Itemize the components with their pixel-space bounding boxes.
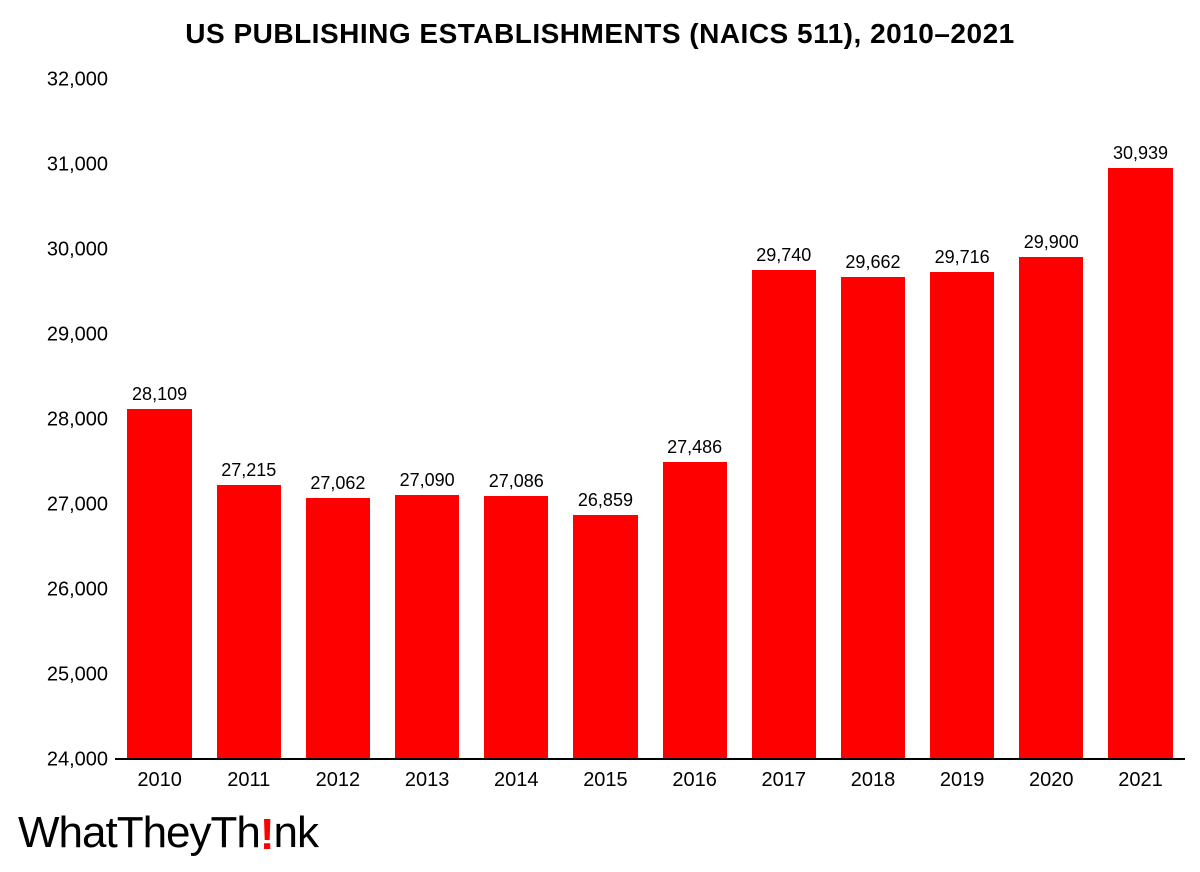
bar — [484, 496, 548, 758]
x-tick-label: 2013 — [405, 769, 450, 792]
bar — [573, 515, 637, 758]
bar-wrap: 27,0862014 — [472, 80, 561, 758]
y-tick-label: 29,000 — [20, 324, 108, 347]
bar — [930, 272, 994, 758]
bar — [217, 485, 281, 758]
bar-wrap: 28,1092010 — [115, 80, 204, 758]
bar — [752, 270, 816, 758]
bar-wrap: 29,7402017 — [739, 80, 828, 758]
bar-value-label: 27,486 — [667, 437, 722, 458]
x-tick-label: 2020 — [1029, 769, 1074, 792]
bar-value-label: 29,716 — [935, 247, 990, 268]
x-tick-label: 2014 — [494, 769, 539, 792]
bar-wrap: 29,7162019 — [918, 80, 1007, 758]
x-tick-label: 2012 — [316, 769, 361, 792]
bar-value-label: 29,662 — [845, 252, 900, 273]
y-tick-label: 31,000 — [20, 154, 108, 177]
y-tick-label: 24,000 — [20, 749, 108, 772]
bar-value-label: 27,062 — [310, 473, 365, 494]
bar-value-label: 29,900 — [1024, 232, 1079, 253]
bar — [306, 498, 370, 758]
bar — [1108, 168, 1172, 758]
y-tick-label: 30,000 — [20, 239, 108, 262]
brand-logo: WhatTheyTh!nk — [18, 808, 318, 858]
bar-wrap: 27,4862016 — [650, 80, 739, 758]
bar-wrap: 29,9002020 — [1007, 80, 1096, 758]
y-tick-label: 27,000 — [20, 494, 108, 517]
x-tick-label: 2019 — [940, 769, 985, 792]
y-tick-label: 26,000 — [20, 579, 108, 602]
bar — [395, 495, 459, 758]
bar-wrap: 30,9392021 — [1096, 80, 1185, 758]
logo-suffix: nk — [274, 808, 318, 857]
plot-area: 28,109201027,215201127,062201227,0902013… — [115, 80, 1185, 760]
x-tick-label: 2017 — [762, 769, 807, 792]
bar-value-label: 30,939 — [1113, 143, 1168, 164]
x-tick-label: 2018 — [851, 769, 896, 792]
bar — [1019, 257, 1083, 759]
bar — [663, 462, 727, 758]
x-tick-label: 2015 — [583, 769, 628, 792]
y-tick-label: 32,000 — [20, 69, 108, 92]
bar — [841, 277, 905, 758]
exclamation-icon: ! — [260, 810, 274, 860]
chart-title: US PUBLISHING ESTABLISHMENTS (NAICS 511)… — [0, 18, 1200, 50]
bars-group: 28,109201027,215201127,062201227,0902013… — [115, 80, 1185, 758]
x-tick-label: 2016 — [672, 769, 717, 792]
chart-container: US PUBLISHING ESTABLISHMENTS (NAICS 511)… — [0, 0, 1200, 872]
y-tick-label: 28,000 — [20, 409, 108, 432]
bar-value-label: 29,740 — [756, 245, 811, 266]
bar-wrap: 27,0902013 — [383, 80, 472, 758]
bar — [127, 409, 191, 758]
x-tick-label: 2010 — [137, 769, 182, 792]
logo-prefix: WhatTheyTh — [18, 808, 260, 857]
x-tick-label: 2011 — [227, 769, 270, 792]
y-tick-label: 25,000 — [20, 664, 108, 687]
bar-value-label: 27,215 — [221, 460, 276, 481]
bar-wrap: 29,6622018 — [828, 80, 917, 758]
bar-value-label: 27,090 — [400, 470, 455, 491]
bar-value-label: 28,109 — [132, 384, 187, 405]
bar-wrap: 26,8592015 — [561, 80, 650, 758]
bar-wrap: 27,0622012 — [293, 80, 382, 758]
bar-value-label: 27,086 — [489, 471, 544, 492]
x-tick-label: 2021 — [1118, 769, 1163, 792]
bar-wrap: 27,2152011 — [204, 80, 293, 758]
bar-value-label: 26,859 — [578, 490, 633, 511]
